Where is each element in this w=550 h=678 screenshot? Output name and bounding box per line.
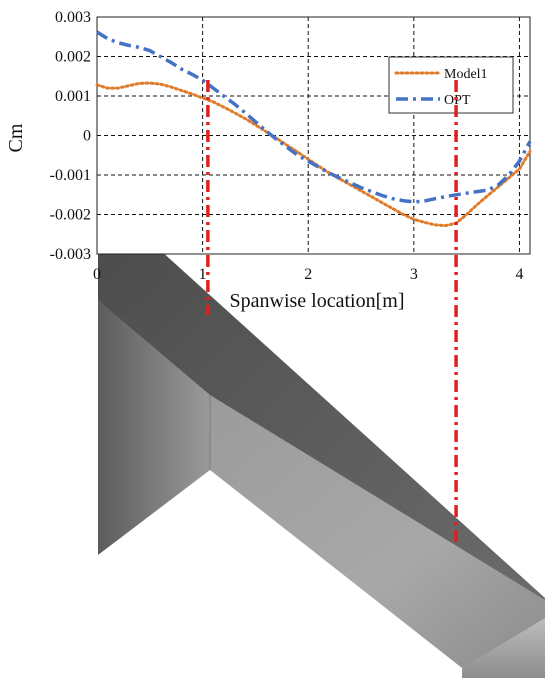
legend-label-opt: OPT <box>444 93 471 108</box>
series-line-opt <box>96 30 532 204</box>
legend-box <box>388 56 514 114</box>
y-axis-title: Cm <box>5 123 27 152</box>
root-wall-face <box>98 300 210 555</box>
x-tick-label: 3 <box>410 266 418 283</box>
y-tick-label: 0.002 <box>55 49 91 66</box>
x-tick-label: 4 <box>515 266 523 283</box>
legend: Model1 OPT <box>388 56 514 114</box>
wing-mesh-model <box>98 250 545 678</box>
y-tick-labels: 0.003 0.002 0.001 0 -0.001 -0.002 -0.003 <box>50 9 91 263</box>
x-tick-label: 0 <box>93 266 101 283</box>
beam-tip-face <box>462 618 545 678</box>
y-tick-label: 0.001 <box>55 88 91 105</box>
series-layer <box>95 30 532 228</box>
legend-label-model1: Model1 <box>444 67 488 82</box>
x-tick-labels: 0 1 2 3 4 <box>93 266 523 283</box>
y-tick-label: -0.002 <box>50 207 91 224</box>
x-axis-title: Spanwise location[m] <box>230 290 405 312</box>
y-tick-label: -0.001 <box>50 167 91 184</box>
beam-side-face <box>210 395 545 668</box>
reference-lines <box>206 80 458 545</box>
y-tick-label: -0.003 <box>50 246 91 263</box>
x-tick-label: 2 <box>304 266 312 283</box>
x-tick-label: 1 <box>199 266 207 283</box>
grid-lines <box>97 17 530 254</box>
y-tick-label: 0 <box>83 128 91 145</box>
y-tick-label: 0.003 <box>55 9 91 26</box>
